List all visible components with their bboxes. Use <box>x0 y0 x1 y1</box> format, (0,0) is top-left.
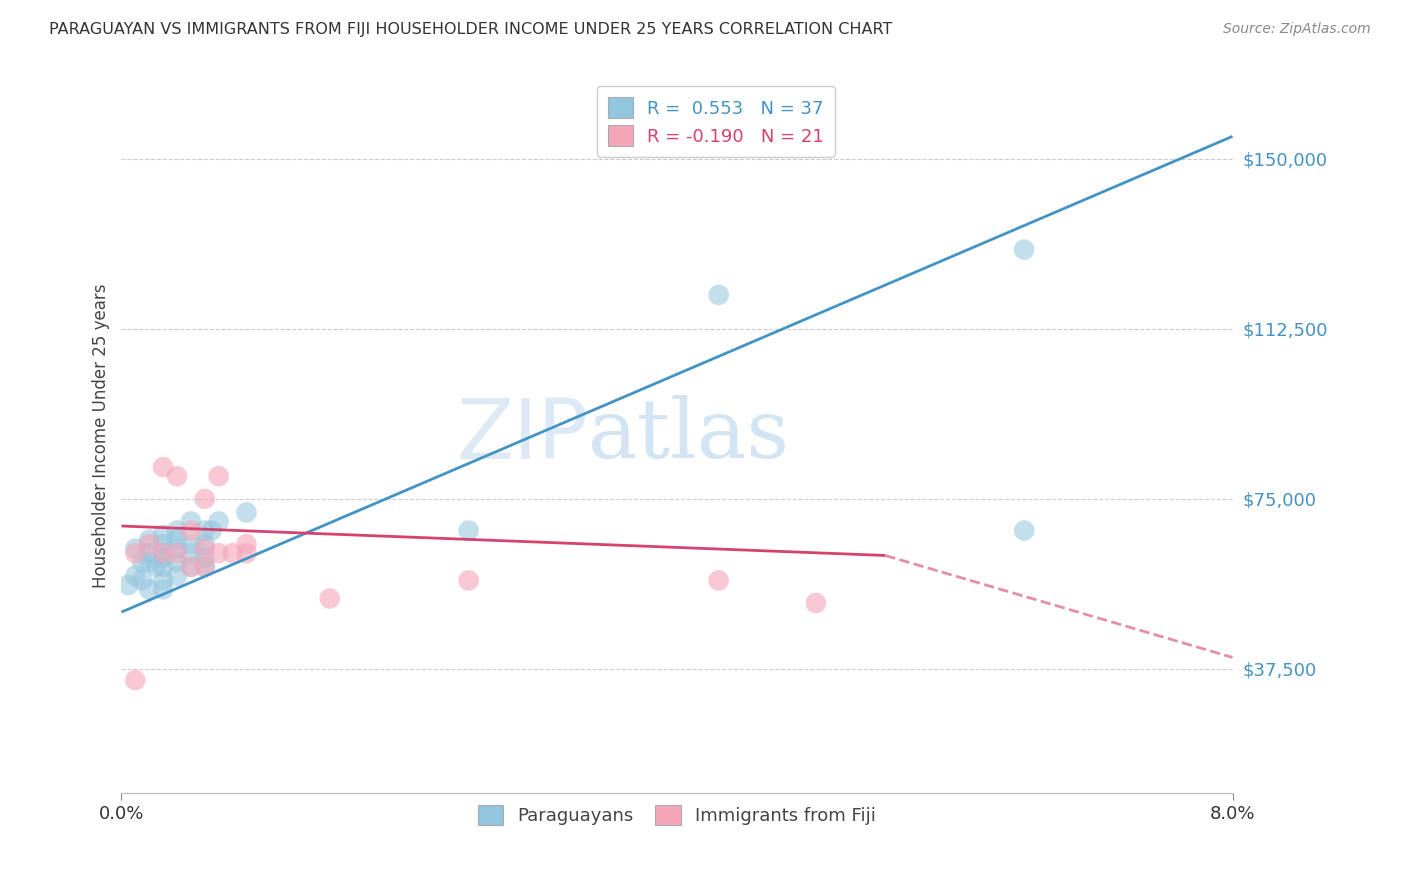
Point <box>180 537 202 551</box>
Point <box>235 546 257 560</box>
Text: ZIP: ZIP <box>456 395 588 476</box>
Point <box>201 524 224 538</box>
Point <box>152 559 174 574</box>
Point <box>1012 243 1035 257</box>
Point <box>117 578 139 592</box>
Point <box>166 541 188 556</box>
Point <box>235 537 257 551</box>
Y-axis label: Householder Income Under 25 years: Householder Income Under 25 years <box>93 283 110 588</box>
Point <box>131 555 153 569</box>
Point <box>457 574 479 588</box>
Point <box>166 555 188 569</box>
Point <box>208 515 231 529</box>
Point <box>152 574 174 588</box>
Point <box>124 569 146 583</box>
Point <box>1012 524 1035 538</box>
Point <box>145 559 167 574</box>
Point <box>166 569 188 583</box>
Point <box>138 533 160 547</box>
Point <box>194 559 217 574</box>
Point <box>319 591 342 606</box>
Point <box>152 528 174 542</box>
Point <box>194 559 217 574</box>
Point <box>221 546 243 560</box>
Point <box>457 524 479 538</box>
Point <box>138 537 160 551</box>
Point <box>804 596 827 610</box>
Point <box>166 533 188 547</box>
Point <box>166 469 188 483</box>
Point <box>208 546 231 560</box>
Point <box>180 559 202 574</box>
Point <box>124 546 146 560</box>
Point <box>707 574 730 588</box>
Point <box>194 541 217 556</box>
Point <box>180 546 202 560</box>
Point <box>152 537 174 551</box>
Point <box>194 550 217 565</box>
Point <box>194 537 217 551</box>
Point <box>208 469 231 483</box>
Point <box>152 582 174 597</box>
Point <box>180 515 202 529</box>
Point <box>124 541 146 556</box>
Point <box>138 555 160 569</box>
Point <box>131 574 153 588</box>
Point <box>124 673 146 687</box>
Point <box>180 524 202 538</box>
Point <box>166 524 188 538</box>
Point <box>180 559 202 574</box>
Point <box>235 505 257 519</box>
Legend: Paraguayans, Immigrants from Fiji: Paraguayans, Immigrants from Fiji <box>468 796 886 834</box>
Point <box>194 491 217 506</box>
Point <box>707 288 730 302</box>
Point <box>138 582 160 597</box>
Point <box>152 546 174 560</box>
Text: atlas: atlas <box>588 395 790 475</box>
Point <box>152 460 174 475</box>
Point <box>152 550 174 565</box>
Text: PARAGUAYAN VS IMMIGRANTS FROM FIJI HOUSEHOLDER INCOME UNDER 25 YEARS CORRELATION: PARAGUAYAN VS IMMIGRANTS FROM FIJI HOUSE… <box>49 22 893 37</box>
Text: Source: ZipAtlas.com: Source: ZipAtlas.com <box>1223 22 1371 37</box>
Point <box>152 546 174 560</box>
Point <box>166 546 188 560</box>
Point <box>138 546 160 560</box>
Point <box>194 524 217 538</box>
